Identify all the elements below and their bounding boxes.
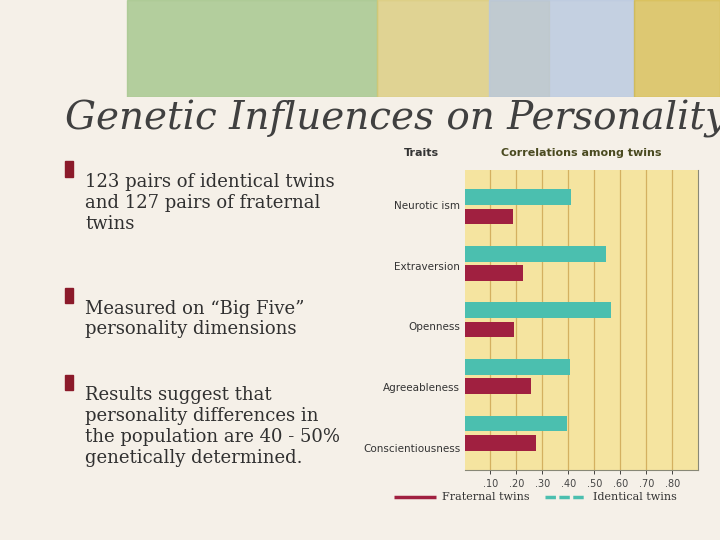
Text: Extraversion: Extraversion <box>395 262 460 272</box>
Text: 123 pairs of identical twins
and 127 pairs of fraternal
twins: 123 pairs of identical twins and 127 pai… <box>85 173 335 233</box>
Text: Agreeableness: Agreeableness <box>383 383 460 393</box>
Bar <box>65 288 73 303</box>
Bar <box>65 161 73 177</box>
Bar <box>490 0 634 97</box>
Text: Correlations among twins: Correlations among twins <box>501 147 662 158</box>
Bar <box>464 190 571 205</box>
Bar <box>464 378 531 394</box>
Bar <box>464 415 567 431</box>
Text: Measured on “Big Five”
personality dimensions: Measured on “Big Five” personality dimen… <box>85 300 305 339</box>
Bar <box>464 359 570 375</box>
Text: Genetic Influences on Personality: Genetic Influences on Personality <box>65 100 720 138</box>
Bar <box>464 435 536 450</box>
Bar <box>65 375 73 390</box>
Bar <box>464 265 523 281</box>
Text: Traits: Traits <box>404 147 438 158</box>
Bar <box>377 0 549 97</box>
Text: Neurotic ism: Neurotic ism <box>394 201 460 211</box>
Bar <box>127 0 377 97</box>
Text: Fraternal twins: Fraternal twins <box>442 492 530 502</box>
Bar <box>464 246 606 262</box>
Text: Openness: Openness <box>408 322 460 333</box>
Text: Results suggest that
personality differences in
the population are 40 - 50%
gene: Results suggest that personality differe… <box>85 387 340 467</box>
Text: Conscientiousness: Conscientiousness <box>363 444 460 454</box>
Bar <box>464 302 611 318</box>
Text: Identical twins: Identical twins <box>593 492 677 502</box>
Bar <box>464 322 514 338</box>
Bar <box>634 0 720 97</box>
Bar <box>464 208 513 225</box>
